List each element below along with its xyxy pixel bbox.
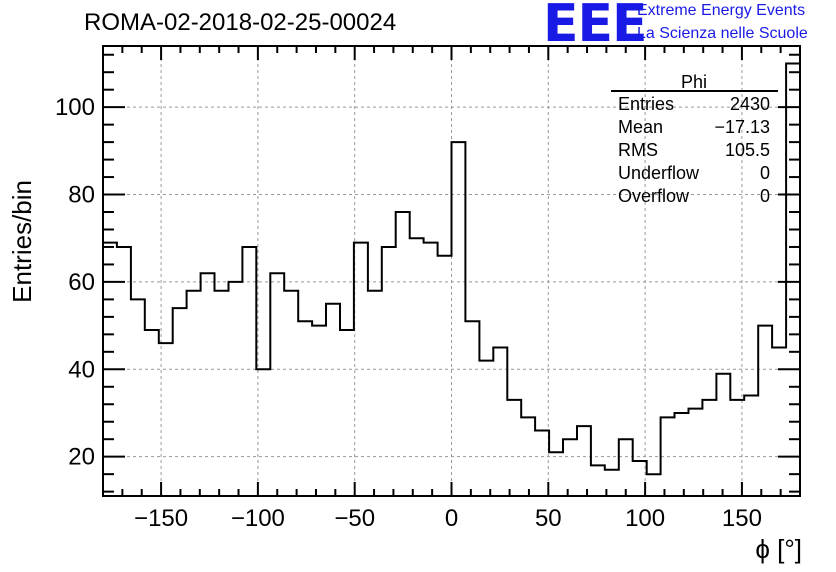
stats-label: Mean bbox=[618, 117, 663, 137]
grid-lines bbox=[103, 46, 800, 496]
stats-value: 0 bbox=[760, 186, 770, 206]
histogram-line bbox=[103, 62, 800, 476]
y-tick-label: 20 bbox=[68, 444, 95, 471]
stats-title: Phi bbox=[681, 72, 707, 92]
stats-label: Overflow bbox=[618, 186, 690, 206]
axis-ticks bbox=[102, 46, 801, 496]
stats-box: Phi Entries 2430 Mean −17.13 RMS 105.5 Underfl… bbox=[611, 72, 778, 206]
x-tick-label: 0 bbox=[445, 505, 458, 532]
plot-frame bbox=[102, 45, 801, 497]
stats-value: 2430 bbox=[730, 94, 770, 114]
stats-value: −17.13 bbox=[714, 117, 770, 137]
x-tick-label: −150 bbox=[134, 505, 188, 532]
x-tick-label: 50 bbox=[535, 505, 562, 532]
stats-value: 0 bbox=[760, 163, 770, 183]
x-tick-labels: −150 −100 −50 0 50 100 150 bbox=[134, 505, 762, 532]
stats-label: Entries bbox=[618, 94, 674, 114]
x-tick-label: −50 bbox=[334, 505, 375, 532]
logo-subtitle-line2: La Scienza nelle Scuole bbox=[637, 25, 808, 42]
x-tick-label: −100 bbox=[231, 505, 285, 532]
stats-value: 105.5 bbox=[725, 140, 770, 160]
y-tick-label: 40 bbox=[68, 356, 95, 383]
x-tick-label: 150 bbox=[722, 505, 762, 532]
y-axis-label: Entries/bin bbox=[7, 180, 37, 303]
y-tick-label: 80 bbox=[68, 182, 95, 209]
stats-label: RMS bbox=[618, 140, 658, 160]
stats-label: Underflow bbox=[618, 163, 700, 183]
x-axis-label: ϕ [°] bbox=[755, 534, 802, 564]
y-tick-labels: 20 40 60 80 100 bbox=[55, 94, 95, 471]
y-tick-label: 60 bbox=[68, 269, 95, 296]
chart-title: ROMA-02-2018-02-25-00024 bbox=[84, 9, 397, 36]
logo-subtitle-line1: Extreme Energy Events bbox=[637, 2, 806, 19]
y-tick-label: 100 bbox=[55, 94, 95, 121]
x-tick-label: 100 bbox=[625, 505, 665, 532]
